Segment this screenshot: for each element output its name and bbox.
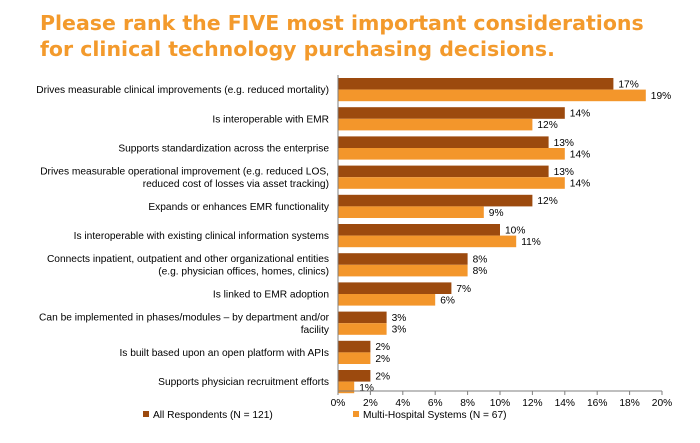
value-labels: 17%19%14%12%13%14%13%14%12%9%10%11%8%8%7… (359, 79, 671, 394)
x-axis: 0% 2% 4% 6% 8% 10% 12% 14% 16% 18% 20% (331, 75, 672, 409)
legend-label-0: All Respondents (N = 121) (153, 410, 273, 421)
bar-all-respondents-9 (338, 340, 371, 353)
value-label-1-1: 12% (537, 120, 557, 131)
value-label-0-2: 13% (554, 138, 574, 149)
bar-all-respondents-0 (338, 78, 614, 90)
value-label-0-9: 2% (375, 342, 390, 353)
value-label-1-7: 6% (440, 295, 455, 306)
bar-multi-hospital-4 (338, 206, 484, 218)
value-label-1-8: 3% (392, 325, 407, 336)
x-tick-label-2: 4% (395, 398, 410, 409)
category-label-4: Expands or enhances EMR functionality (148, 202, 330, 213)
value-label-0-4: 12% (537, 196, 557, 207)
bar-all-respondents-1 (338, 107, 565, 119)
bar-multi-hospital-6 (338, 264, 468, 277)
bar-multi-hospital-8 (338, 323, 387, 335)
category-label-0: Drives measurable clinical improvements … (36, 85, 329, 96)
category-label-6-line-2: (e.g. physician offices, homes, clinics) (158, 267, 329, 278)
chart-title-line-1: Please rank the FIVE most important cons… (40, 11, 644, 35)
x-tick-label-8: 16% (587, 398, 607, 409)
x-tick-label-9: 18% (619, 398, 639, 409)
bar-all-respondents-3 (338, 165, 549, 178)
value-label-1-4: 9% (489, 208, 504, 219)
value-label-1-0: 19% (651, 91, 671, 102)
x-tick-label-7: 14% (555, 398, 575, 409)
bar-all-respondents-8 (338, 311, 387, 324)
category-label-9: Is built based upon an open platform wit… (119, 348, 329, 359)
x-tick-label-5: 10% (490, 398, 510, 409)
value-label-1-5: 11% (521, 237, 541, 248)
bar-multi-hospital-10 (338, 381, 355, 394)
category-label-1: Is interoperable with EMR (212, 114, 329, 125)
bar-all-respondents-2 (338, 136, 549, 148)
bar-all-respondents-4 (338, 194, 533, 207)
bar-multi-hospital-9 (338, 352, 371, 364)
category-label-3-line-2: reduced cost of losses via asset trackin… (143, 179, 329, 190)
bar-multi-hospital-7 (338, 294, 436, 306)
legend-swatch-0 (143, 411, 149, 417)
value-label-0-3: 13% (554, 167, 574, 178)
bar-multi-hospital-0 (338, 89, 646, 102)
category-label-10: Supports physician recruitment efforts (158, 377, 329, 388)
chart-title: Please rank the FIVE most important cons… (40, 10, 690, 62)
value-label-1-2: 14% (570, 149, 590, 160)
value-label-1-10: 1% (359, 383, 374, 394)
legend: All Respondents (N = 121) Multi-Hospital … (143, 410, 507, 421)
category-label-8-line-2: facility (301, 325, 330, 336)
category-label-2: Supports standardization across the ente… (118, 144, 329, 155)
bar-multi-hospital-3 (338, 177, 565, 189)
x-tick-label-10: 20% (652, 398, 672, 409)
chart-title-line-2: for clinical technology purchasing decis… (40, 37, 555, 61)
value-label-0-10: 2% (375, 371, 390, 382)
category-label-6-line-1: Connects inpatient, outpatient and other… (47, 254, 329, 265)
value-label-0-7: 7% (456, 284, 471, 295)
value-label-0-8: 3% (392, 313, 407, 324)
bar-all-respondents-5 (338, 224, 500, 236)
category-label-5: Is interoperable with existing clinical … (74, 231, 329, 242)
category-labels: Drives measurable clinical improvements … (36, 85, 330, 388)
bar-all-respondents-7 (338, 282, 452, 294)
bar-multi-hospital-1 (338, 118, 533, 131)
legend-label-1: Multi-Hospital Systems (N = 67) (363, 410, 507, 421)
category-label-7: Is linked to EMR adoption (213, 290, 329, 301)
bar-all-respondents-10 (338, 370, 371, 382)
value-label-1-3: 14% (570, 179, 590, 190)
x-tick-label-1: 2% (363, 398, 378, 409)
bar-multi-hospital-2 (338, 148, 565, 160)
legend-swatch-1 (353, 411, 359, 417)
value-label-0-1: 14% (570, 109, 590, 120)
value-label-1-9: 2% (375, 354, 390, 365)
bars-layer (338, 78, 646, 394)
bar-all-respondents-6 (338, 253, 468, 265)
x-tick-label-6: 12% (522, 398, 542, 409)
value-label-0-5: 10% (505, 225, 525, 236)
x-tick-label-0: 0% (331, 398, 346, 409)
bar-multi-hospital-5 (338, 235, 517, 248)
x-tick-label-4: 8% (460, 398, 475, 409)
value-label-0-0: 17% (618, 79, 638, 90)
x-tick-label-3: 6% (428, 398, 443, 409)
value-label-1-6: 8% (473, 266, 488, 277)
value-label-0-6: 8% (473, 255, 488, 266)
category-label-8-line-1: Can be implemented in phases/modules – b… (39, 313, 330, 324)
category-label-3-line-1: Drives measurable operational improvemen… (40, 167, 329, 178)
